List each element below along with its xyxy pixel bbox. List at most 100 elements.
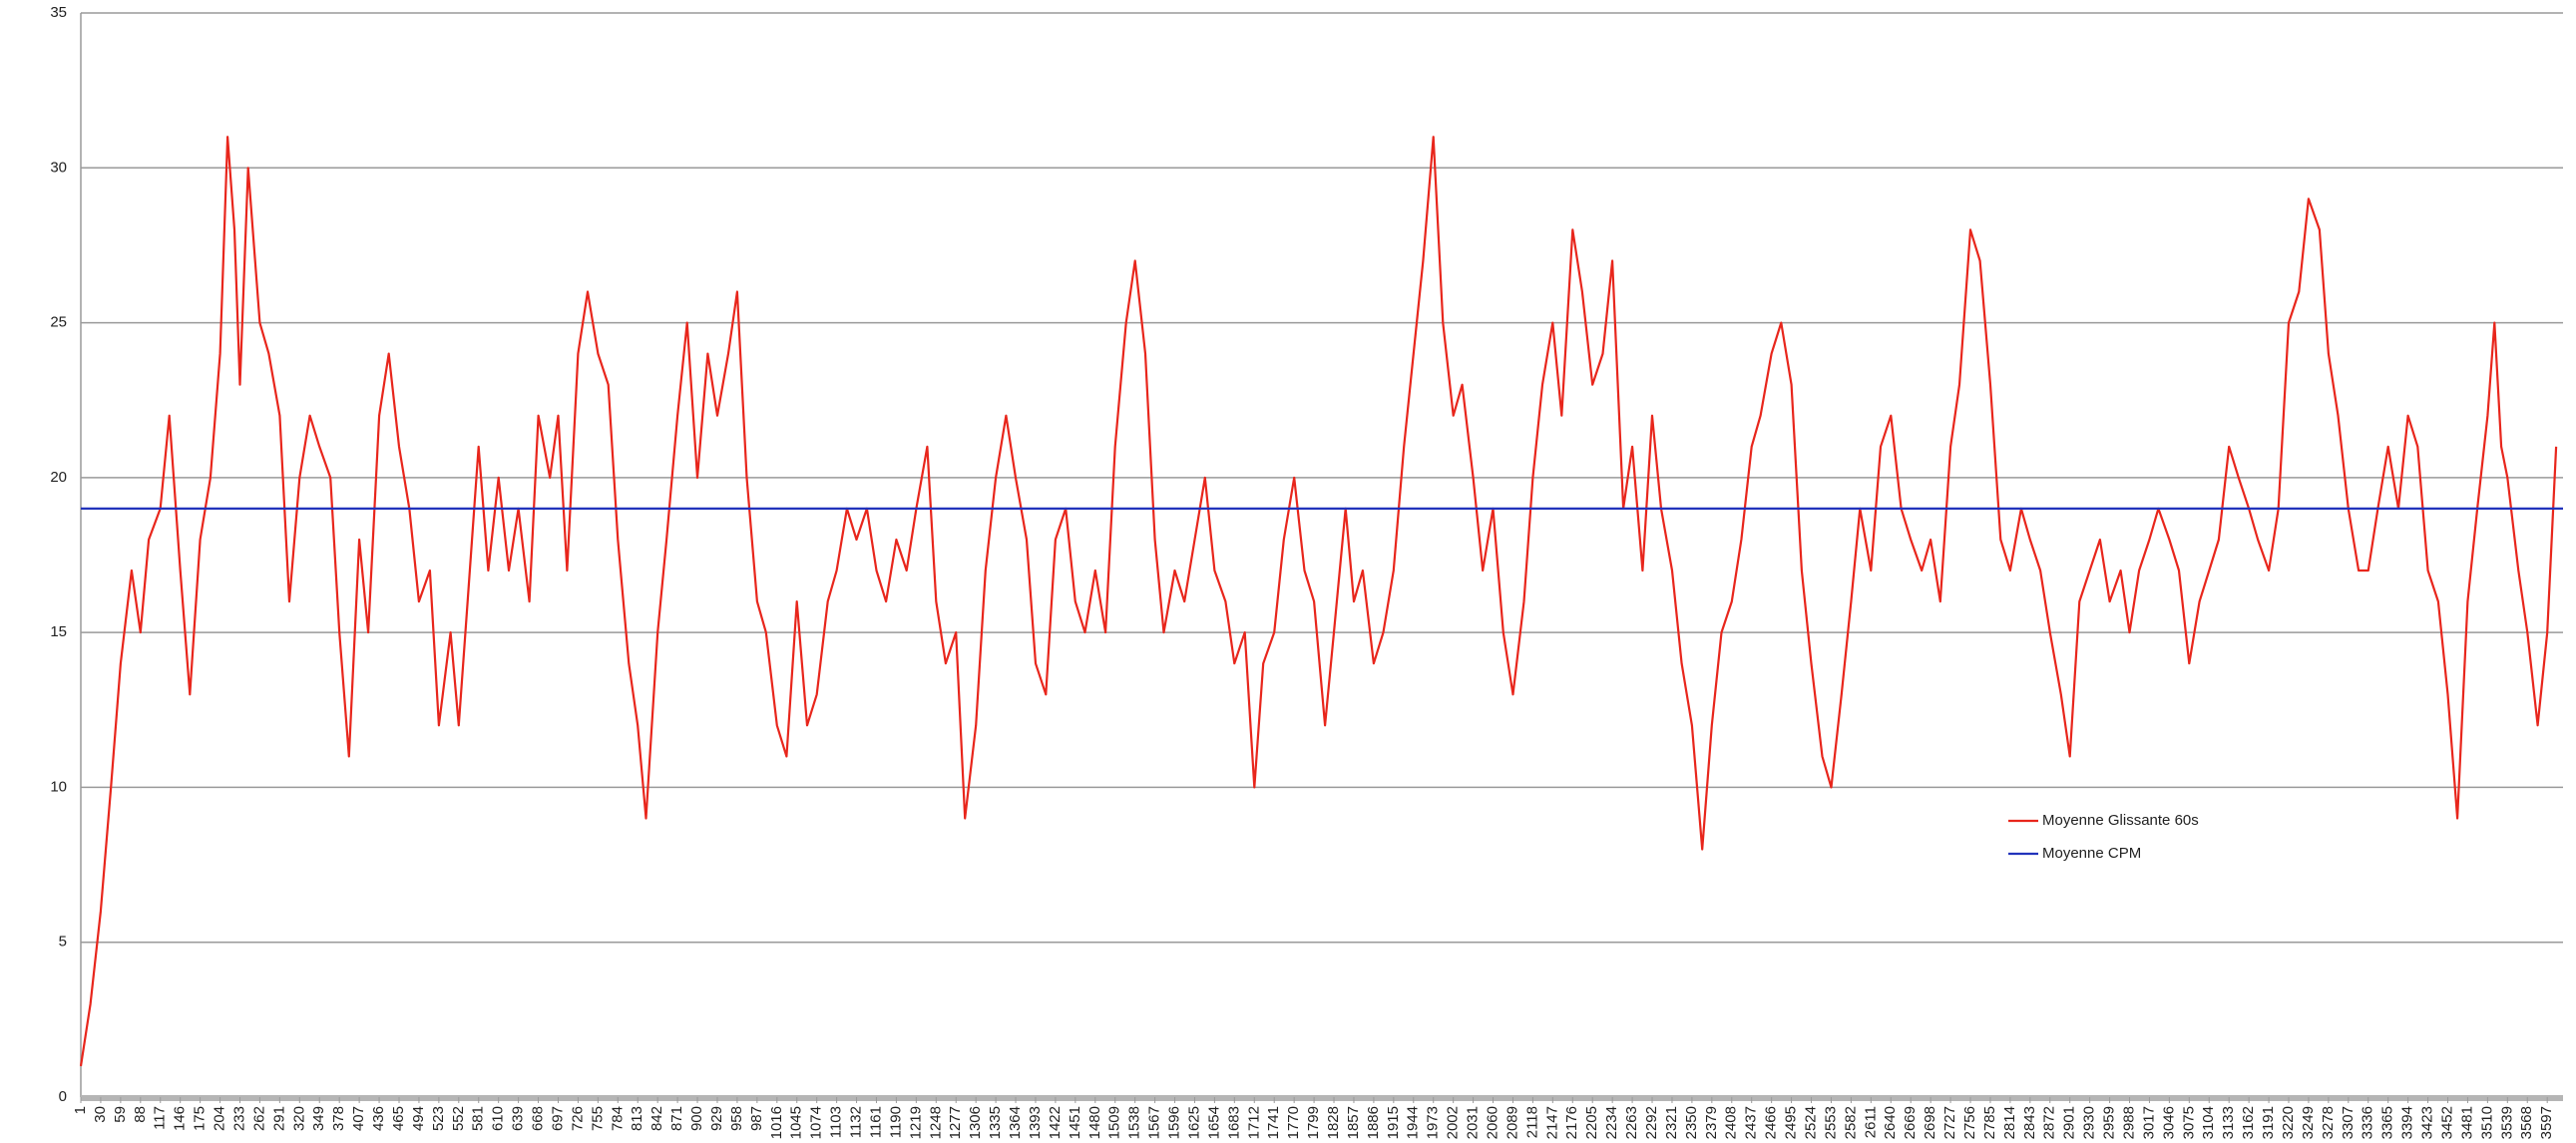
x-tick-label: 958 [728, 1106, 745, 1131]
x-tick-label: 1596 [1166, 1106, 1183, 1139]
x-tick-label: 1103 [828, 1106, 845, 1138]
x-tick-label: 1741 [1265, 1106, 1282, 1139]
x-tick-label: 1422 [1047, 1106, 1064, 1139]
x-tick-label: 1074 [808, 1106, 825, 1139]
x-tick-label: 1654 [1205, 1106, 1222, 1139]
x-tick-label: 1712 [1245, 1106, 1262, 1139]
x-tick-label: 349 [310, 1106, 327, 1131]
y-tick-label: 15 [50, 623, 67, 640]
x-tick-label: 1045 [788, 1106, 805, 1139]
x-tick-label: 2814 [2001, 1106, 2018, 1139]
x-tick-label: 871 [668, 1106, 685, 1131]
x-tick-label: 291 [270, 1106, 287, 1131]
x-tick-label: 3046 [2160, 1106, 2177, 1139]
y-tick-label: 20 [50, 469, 67, 486]
x-tick-label: 1306 [967, 1106, 984, 1139]
x-tick-label: 2234 [1603, 1106, 1620, 1139]
x-tick-label: 2582 [1842, 1106, 1859, 1139]
x-tick-label: 1683 [1225, 1106, 1242, 1139]
legend-label: Moyenne CPM [2042, 845, 2141, 862]
x-tick-label: 30 [92, 1106, 109, 1123]
x-tick-label: 2031 [1465, 1106, 1482, 1139]
x-tick-label: 3162 [2240, 1106, 2257, 1139]
x-tick-label: 407 [350, 1106, 367, 1131]
x-tick-label: 842 [648, 1106, 665, 1131]
x-tick-label: 465 [390, 1106, 407, 1131]
x-tick-label: 2669 [1902, 1106, 1919, 1139]
x-tick-label: 3597 [2538, 1106, 2555, 1139]
x-tick-label: 2843 [2021, 1106, 2038, 1139]
x-tick-label: 1451 [1067, 1106, 1083, 1139]
x-tick-label: 900 [688, 1106, 705, 1131]
y-tick-label: 35 [50, 4, 67, 21]
x-tick-label: 3452 [2438, 1106, 2455, 1139]
x-tick-label: 146 [172, 1106, 189, 1131]
x-tick-label: 2060 [1484, 1106, 1501, 1139]
x-tick-label: 3191 [2260, 1106, 2277, 1139]
x-tick-label: 1016 [768, 1106, 785, 1139]
x-tick-label: 3510 [2478, 1106, 2495, 1139]
x-tick-label: 1132 [848, 1106, 865, 1138]
x-tick-label: 3075 [2180, 1106, 2197, 1139]
x-tick-label: 1161 [867, 1106, 884, 1138]
x-tick-label: 1915 [1385, 1106, 1402, 1139]
x-tick-label: 59 [112, 1106, 129, 1123]
x-tick-label: 697 [549, 1106, 566, 1131]
x-tick-label: 2350 [1683, 1106, 1700, 1139]
x-tick-label: 2408 [1723, 1106, 1740, 1139]
x-tick-label: 639 [510, 1106, 527, 1131]
x-tick-label: 2205 [1583, 1106, 1600, 1139]
x-tick-label: 3539 [2498, 1106, 2515, 1139]
x-tick-label: 755 [589, 1106, 606, 1131]
x-axis [81, 1095, 2563, 1101]
x-tick-label: 1828 [1325, 1106, 1342, 1139]
x-tick-label: 1509 [1106, 1106, 1123, 1139]
x-tick-label: 3394 [2399, 1106, 2416, 1139]
x-tick-label: 2901 [2061, 1106, 2078, 1139]
x-tick-label: 3365 [2379, 1106, 2396, 1139]
x-tick-label: 929 [708, 1106, 725, 1131]
x-tick-label: 3220 [2280, 1106, 2297, 1139]
y-tick-label: 30 [50, 159, 67, 176]
x-tick-label: 2611 [1862, 1106, 1879, 1138]
x-tick-label: 1770 [1285, 1106, 1302, 1139]
x-tick-label: 1219 [907, 1106, 924, 1139]
x-tick-label: 2292 [1643, 1106, 1660, 1139]
x-tick-label: 2785 [1981, 1106, 1998, 1139]
x-tick-label: 1567 [1146, 1106, 1163, 1139]
x-tick-label: 2379 [1703, 1106, 1720, 1139]
x-tick-label: 2727 [1941, 1106, 1958, 1139]
x-tick-label: 987 [748, 1106, 765, 1131]
x-tick-label: 262 [250, 1106, 267, 1131]
x-tick-label: 2437 [1743, 1106, 1760, 1139]
x-tick-label: 436 [370, 1106, 387, 1131]
x-tick-label: 2698 [1922, 1106, 1938, 1139]
x-tick-label: 581 [470, 1106, 487, 1131]
x-tick-label: 523 [430, 1106, 447, 1131]
x-tick-label: 494 [410, 1106, 427, 1131]
legend-label: Moyenne Glissante 60s [2042, 812, 2199, 829]
x-tick-label: 175 [192, 1106, 209, 1131]
x-tick-label: 1335 [987, 1106, 1004, 1139]
x-tick-label: 610 [490, 1106, 507, 1131]
x-tick-label: 2147 [1543, 1106, 1560, 1139]
x-tick-label: 2263 [1623, 1106, 1640, 1139]
x-tick-label: 2930 [2081, 1106, 2098, 1139]
x-tick-label: 1393 [1027, 1106, 1044, 1139]
x-tick-label: 1277 [947, 1106, 964, 1139]
x-tick-label: 1625 [1185, 1106, 1202, 1139]
x-tick-label: 2118 [1523, 1106, 1540, 1138]
x-tick-label: 1538 [1126, 1106, 1143, 1139]
x-tick-label: 1857 [1345, 1106, 1362, 1139]
x-tick-label: 3249 [2300, 1106, 2317, 1139]
y-tick-label: 0 [59, 1088, 67, 1105]
x-tick-label: 1799 [1305, 1106, 1322, 1139]
x-tick-label: 2553 [1822, 1106, 1839, 1139]
x-tick-label: 1973 [1425, 1106, 1442, 1139]
x-tick-label: 3133 [2220, 1106, 2237, 1139]
x-tick-label: 2756 [1961, 1106, 1978, 1139]
x-tick-label: 233 [230, 1106, 247, 1131]
x-tick-label: 2495 [1783, 1106, 1800, 1139]
x-tick-label: 2988 [2120, 1106, 2137, 1139]
